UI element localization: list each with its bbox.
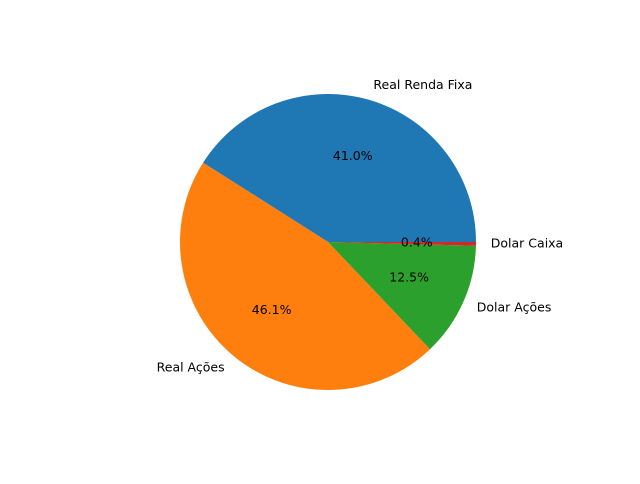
- slice-percent-dolar-caixa: 0.4%: [401, 235, 433, 250]
- pie-slice-dolar-caixa: [328, 242, 476, 246]
- pie-slice-real-acoes: [180, 162, 430, 390]
- pie-labels: Real Renda Fixa 41.0% Real Ações 46.1% Dolar…: [157, 77, 564, 374]
- slice-label-dolar-acoes: Dolar Ações: [477, 300, 552, 315]
- slice-percent-real-acoes: 46.1%: [252, 302, 292, 317]
- pie-slices: [180, 94, 477, 390]
- slice-label-real-renda-fixa: Real Renda Fixa: [373, 77, 472, 92]
- slice-percent-real-renda-fixa: 41.0%: [333, 148, 373, 163]
- slice-label-real-acoes: Real Ações: [157, 359, 225, 374]
- pie-slice-dolar-acoes: [328, 242, 476, 350]
- slice-label-dolar-caixa: Dolar Caixa: [491, 236, 563, 251]
- pie-slice-real-renda-fixa: [203, 94, 477, 242]
- slice-percent-dolar-acoes: 12.5%: [389, 270, 429, 285]
